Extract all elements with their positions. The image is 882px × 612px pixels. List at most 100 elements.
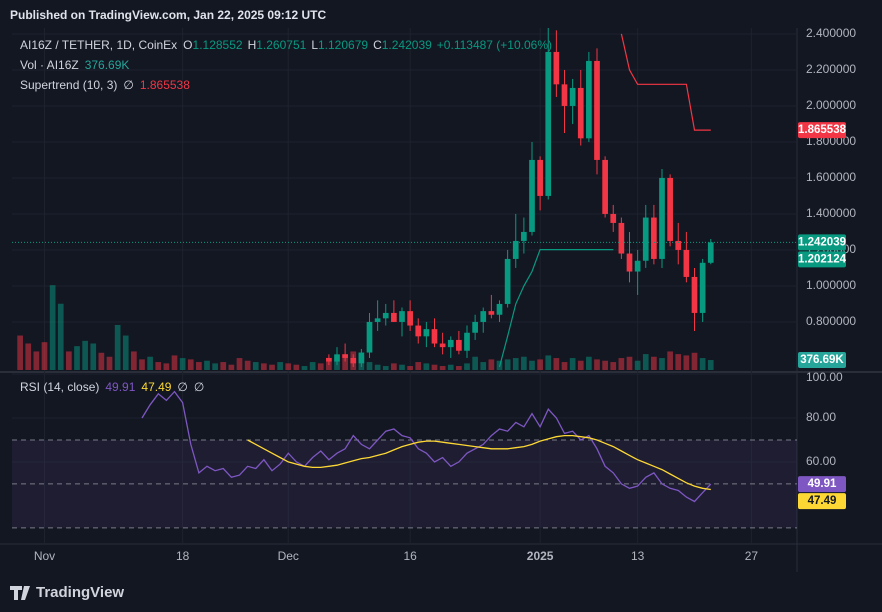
- volume-bar: [269, 364, 275, 370]
- volume-bar: [187, 359, 194, 370]
- candle-body: [382, 312, 389, 319]
- main-legend: AI16Z / TETHER, 1D, CoinEx O1.128552 H1.26…: [20, 38, 552, 52]
- volume-bar: [521, 356, 527, 370]
- candle-body: [488, 311, 495, 315]
- volume-bar: [626, 356, 633, 370]
- volume-bar: [456, 366, 462, 370]
- brand-name: TradingView: [36, 584, 124, 601]
- y-tick-label: 0.800000: [806, 314, 856, 328]
- candle-body: [577, 87, 584, 139]
- candle-body: [374, 318, 381, 322]
- price-tag: 1.242039: [798, 236, 846, 248]
- candle-body: [707, 242, 714, 263]
- candle-body: [626, 253, 633, 272]
- candle-body: [651, 217, 657, 259]
- volume-bar: [163, 363, 170, 370]
- supertrend-tag-bg: [798, 122, 846, 139]
- volume-bar: [261, 363, 267, 370]
- volume-bar: [691, 352, 698, 370]
- volume-bar: [512, 358, 519, 370]
- candle-body: [610, 213, 617, 223]
- volume-bar: [114, 324, 121, 370]
- candle-body: [569, 87, 576, 106]
- candle-body: [366, 321, 373, 353]
- candle-body: [667, 177, 673, 241]
- candle-body: [399, 311, 405, 322]
- volume-bar: [439, 366, 446, 370]
- volume-bar: [41, 342, 48, 370]
- volume-bar: [244, 360, 251, 370]
- rsi-empty-2: ∅: [194, 380, 204, 394]
- volume-legend: Vol · AI16Z 376.69K: [20, 58, 129, 72]
- volume-bar: [586, 356, 592, 370]
- volume-bar: [171, 355, 178, 370]
- x-tick-label: 27: [745, 549, 759, 563]
- volume-bar: [561, 362, 568, 370]
- supertrend-up-tag-bg: [798, 251, 846, 268]
- h-label: H: [248, 38, 257, 52]
- volume-bar: [57, 303, 64, 370]
- candle-body: [415, 325, 422, 337]
- candle-body: [439, 343, 446, 348]
- volume-bar: [98, 352, 105, 370]
- volume-bar: [504, 359, 511, 370]
- supertrend-value: 1.865538: [140, 78, 190, 92]
- rsi-name: RSI (14, close): [20, 380, 99, 394]
- volume-bar: [212, 363, 218, 370]
- volume-bar: [618, 358, 625, 370]
- volume-bar: [155, 362, 162, 370]
- volume-bar: [25, 343, 32, 370]
- volume-bar: [683, 355, 690, 370]
- y-tick-label: 1.000000: [806, 278, 856, 292]
- volume-bar: [131, 351, 137, 370]
- volume-bar: [545, 355, 552, 370]
- volume-bar: [342, 354, 348, 370]
- volume-bar: [90, 343, 97, 370]
- supertrend-up-tag: 1.202124: [798, 253, 847, 265]
- volume-name: Vol · AI16Z: [20, 58, 79, 72]
- rsi-ma-value: 47.49: [141, 380, 171, 394]
- volume-bar: [651, 356, 657, 370]
- supertrend-tag: 1.865538: [798, 124, 847, 136]
- volume-bar: [537, 359, 543, 370]
- volume-bar: [675, 354, 682, 370]
- volume-bar: [285, 363, 292, 370]
- volume-bar: [301, 366, 308, 370]
- candle-body: [586, 60, 592, 139]
- candle-body: [545, 51, 552, 196]
- candle-body: [634, 260, 641, 272]
- candle-body: [618, 222, 625, 254]
- volume-bar: [82, 340, 88, 370]
- volume-bar: [277, 362, 283, 370]
- volume-bar: [642, 354, 649, 370]
- volume-bar: [74, 346, 80, 370]
- l-value: 1.120679: [318, 38, 368, 52]
- volume-bar: [220, 362, 227, 370]
- volume-bar: [252, 362, 259, 370]
- volume-bar: [659, 358, 665, 370]
- supertrend-down: [620, 33, 711, 131]
- candle-body: [512, 240, 519, 259]
- l-label: L: [311, 38, 318, 52]
- volume-bar: [228, 364, 235, 370]
- volume-bar: [66, 351, 72, 370]
- rsi-tag-bg: [798, 476, 846, 493]
- y-tick-label: 2.400000: [806, 26, 856, 40]
- volume-bar: [577, 360, 584, 370]
- supertrend-empty: ∅: [123, 78, 133, 92]
- volume-bar: [423, 363, 430, 370]
- x-tick-label: 2025: [527, 549, 554, 563]
- rsi-empty-1: ∅: [177, 380, 187, 394]
- candle-body: [699, 262, 706, 313]
- candle-body: [529, 159, 535, 232]
- candle-body: [342, 354, 348, 358]
- rsi-tick-label: 60.00: [806, 454, 836, 468]
- brand-logo: [10, 586, 30, 600]
- rsi-ma-tag: 47.49: [808, 495, 837, 507]
- supertrend-legend: Supertrend (10, 3) ∅ 1.865538: [20, 78, 190, 92]
- volume-bar: [106, 356, 113, 370]
- volume-tag-bg: [798, 352, 846, 368]
- candle-body: [407, 311, 413, 326]
- candle-body: [326, 357, 332, 362]
